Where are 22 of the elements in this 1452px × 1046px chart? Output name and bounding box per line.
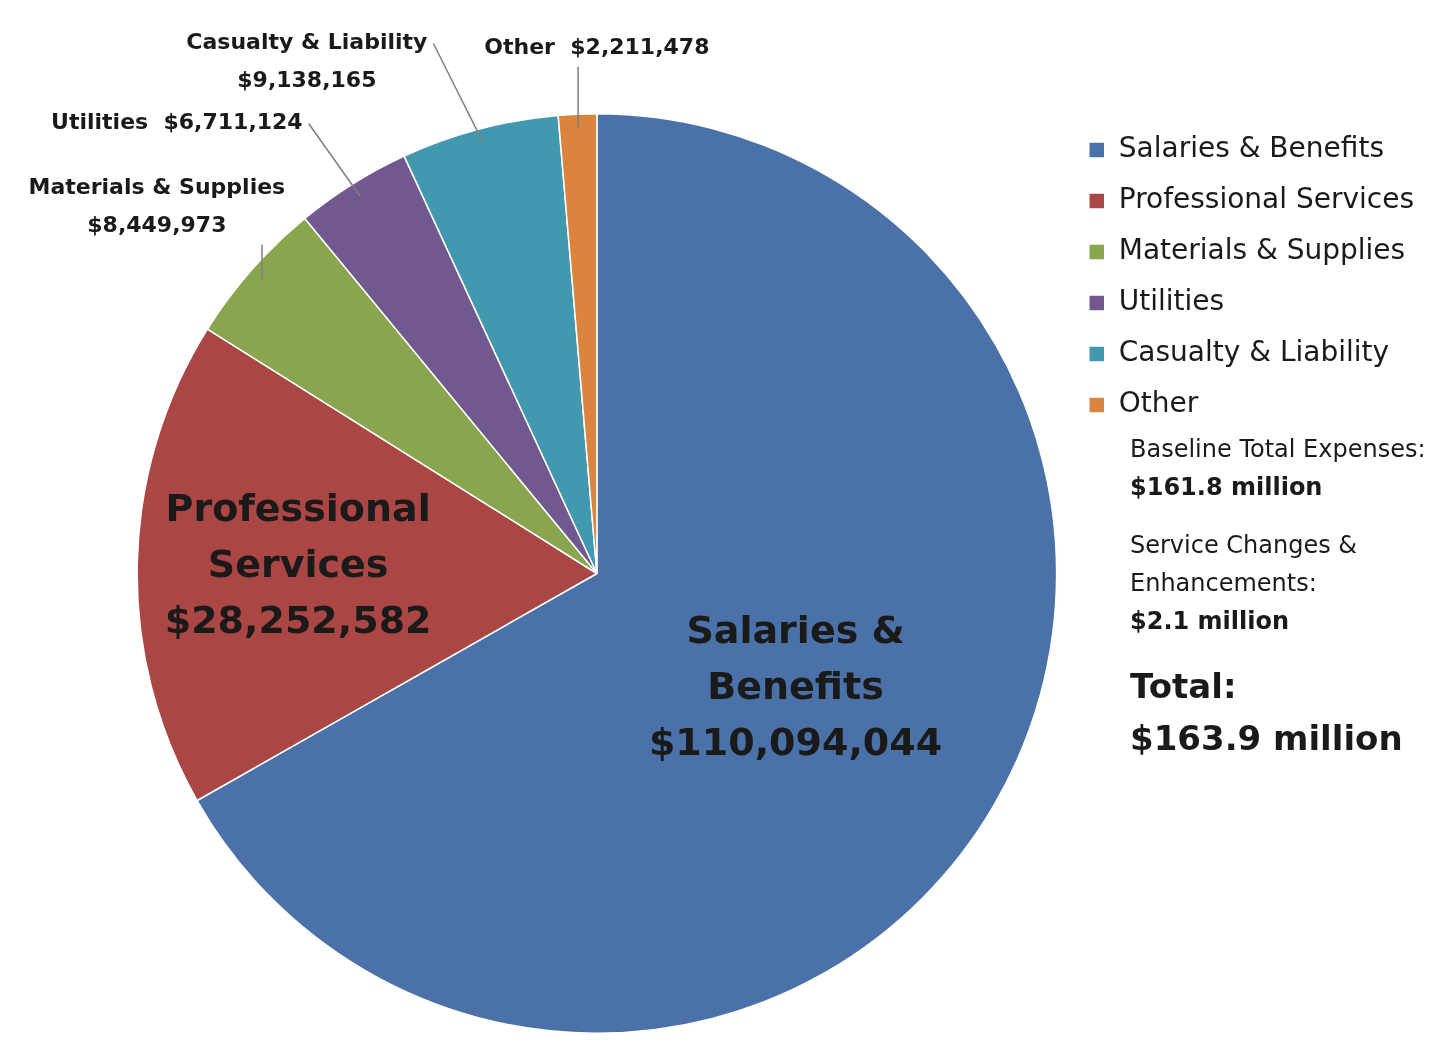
text: $2.1 million [1130, 606, 1291, 637]
legend-label: Salaries & Benefits [1118, 131, 1384, 165]
legend-label: Casualty & Liability [1118, 335, 1390, 369]
legend-label: Professional Services [1118, 182, 1415, 216]
slice-label: Casualty & Liability [186, 29, 428, 55]
category-label: Other $2,211,478 [484, 34, 710, 60]
legend-label: Materials & Supplies [1118, 233, 1406, 267]
text: Baseline Total Expenses: [1130, 434, 1427, 465]
slice-label: Professional Services [165, 485, 431, 586]
text: $161.8 million [1130, 472, 1324, 503]
text: Service Changes & Enhancements: [1130, 530, 1359, 599]
legend-label: Other [1118, 386, 1199, 420]
text: $163.9 million [1130, 717, 1404, 760]
data-label: $9,138,165 [237, 67, 377, 93]
slice-label: Salaries & Benefits [686, 608, 905, 709]
category-label: Utilities $6,711,124 [51, 109, 303, 135]
data-label: $8,449,973 [87, 212, 227, 238]
data-label: $28,252,582 [164, 597, 432, 642]
slice-label: Materials & Supplies [28, 174, 286, 200]
data-label: $110,094,044 [648, 720, 943, 765]
legend-label: Utilities [1118, 284, 1225, 318]
text: Total: [1130, 665, 1238, 708]
